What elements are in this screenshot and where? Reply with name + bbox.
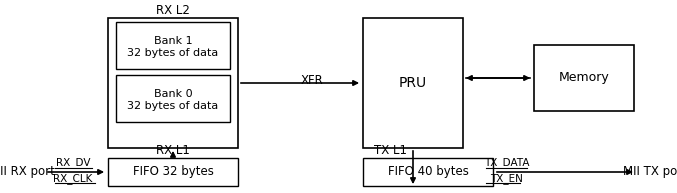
Bar bbox=[116, 22, 230, 69]
Text: FIFO 32 bytes: FIFO 32 bytes bbox=[133, 166, 213, 179]
Text: XFR: XFR bbox=[301, 74, 324, 86]
Text: TX_DATA: TX_DATA bbox=[484, 157, 529, 168]
Text: FIFO 40 bytes: FIFO 40 bytes bbox=[387, 166, 468, 179]
Bar bbox=[116, 75, 230, 122]
Text: RX_DV: RX_DV bbox=[56, 157, 90, 168]
Text: MII TX port: MII TX port bbox=[623, 166, 677, 179]
Bar bbox=[363, 18, 463, 148]
Text: RX_CLK: RX_CLK bbox=[53, 174, 93, 185]
Bar bbox=[108, 158, 238, 186]
Text: RX L2: RX L2 bbox=[156, 3, 190, 16]
Text: MII RX port: MII RX port bbox=[0, 166, 54, 179]
Text: TX L1: TX L1 bbox=[374, 144, 406, 157]
Text: Bank 1
32 bytes of data: Bank 1 32 bytes of data bbox=[127, 36, 219, 58]
Text: PRU: PRU bbox=[399, 76, 427, 90]
Text: RX L1: RX L1 bbox=[156, 144, 190, 157]
Bar bbox=[363, 158, 493, 186]
Bar bbox=[534, 45, 634, 111]
Text: Memory: Memory bbox=[559, 71, 609, 85]
Text: TX_EN: TX_EN bbox=[491, 174, 523, 185]
Text: Bank 0
32 bytes of data: Bank 0 32 bytes of data bbox=[127, 89, 219, 111]
Bar bbox=[108, 18, 238, 148]
